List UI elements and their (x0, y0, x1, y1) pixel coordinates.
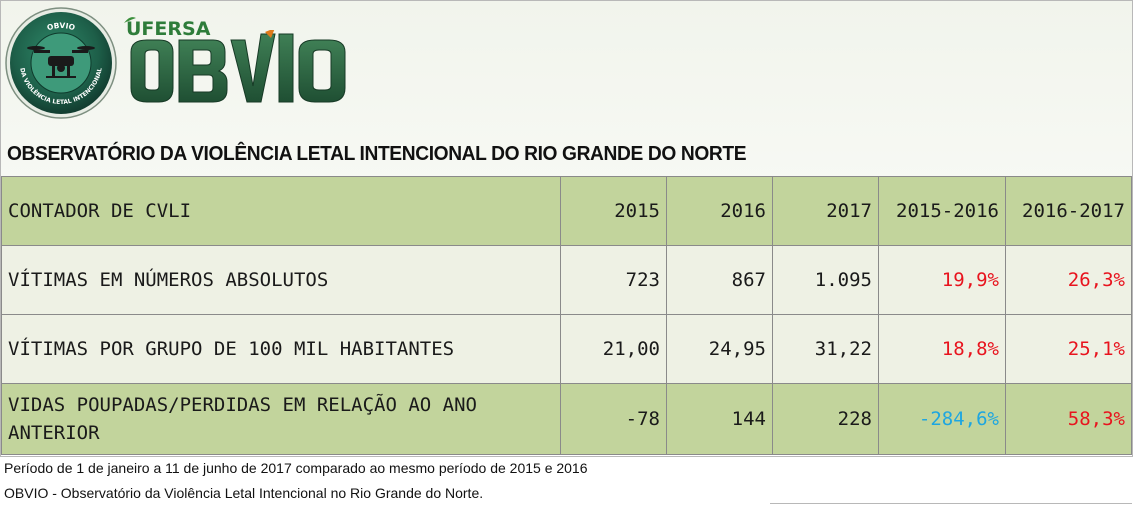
table-row: VÍTIMAS POR GRUPO DE 100 MIL HABITANTES … (1, 314, 1132, 384)
row-label: VÍTIMAS POR GRUPO DE 100 MIL HABITANTES (1, 314, 561, 384)
column-header: 2017 (772, 176, 879, 246)
table-cell-change: 26,3% (1005, 245, 1132, 315)
table-cell-change: 25,1% (1005, 314, 1132, 384)
table-cell-change: 58,3% (1005, 383, 1132, 455)
column-header: 2015 (560, 176, 667, 246)
svg-text:OBVIO: OBVIO (46, 21, 76, 32)
accent-icon (265, 30, 275, 38)
obvio-seal-logo: OBVIO DA VIOLÊNCIA LETAL INTENCIONAL (5, 7, 117, 119)
table-cell-change: 18,8% (878, 314, 1006, 384)
obvio-wordmark (130, 30, 346, 103)
row-label: VIDAS POUPADAS/PERDIDAS EM RELAÇÃO AO AN… (1, 383, 561, 455)
source-note: OBVIO - Observatório da Violência Letal … (4, 485, 484, 501)
table-cell: 31,22 (772, 314, 879, 384)
table-row: VÍTIMAS EM NÚMEROS ABSOLUTOS 723 867 1.0… (1, 245, 1132, 315)
table-cell: 867 (666, 245, 773, 315)
cvli-counter-table: CONTADOR DE CVLI 2015 2016 2017 2015-201… (1, 176, 1132, 455)
divider (770, 503, 1132, 504)
table-cell: 228 (772, 383, 879, 455)
table-cell-change: 19,9% (878, 245, 1006, 315)
table-cell: 144 (666, 383, 773, 455)
table-cell: 723 (560, 245, 667, 315)
drone-icon (27, 46, 95, 78)
table-cell: -78 (560, 383, 667, 455)
column-header: CONTADOR DE CVLI (1, 176, 561, 246)
column-header: 2016 (666, 176, 773, 246)
table-row: VIDAS POUPADAS/PERDIDAS EM RELAÇÃO AO AN… (1, 383, 1132, 455)
table-cell: 21,00 (560, 314, 667, 384)
table-header-row: CONTADOR DE CVLI 2015 2016 2017 2015-201… (1, 176, 1132, 246)
ufersa-leaf-icon (124, 17, 136, 23)
table-cell: 24,95 (666, 314, 773, 384)
page-title: OBSERVATÓRIO DA VIOLÊNCIA LETAL INTENCIO… (7, 143, 747, 165)
period-note: Período de 1 de janeiro a 11 de junho de… (4, 460, 588, 476)
table-cell: 1.095 (772, 245, 879, 315)
row-label: VÍTIMAS EM NÚMEROS ABSOLUTOS (1, 245, 561, 315)
column-header: 2015-2016 (878, 176, 1006, 246)
table-cell-change: -284,6% (878, 383, 1006, 455)
column-header: 2016-2017 (1005, 176, 1132, 246)
university-name: UFERSA (126, 18, 211, 40)
